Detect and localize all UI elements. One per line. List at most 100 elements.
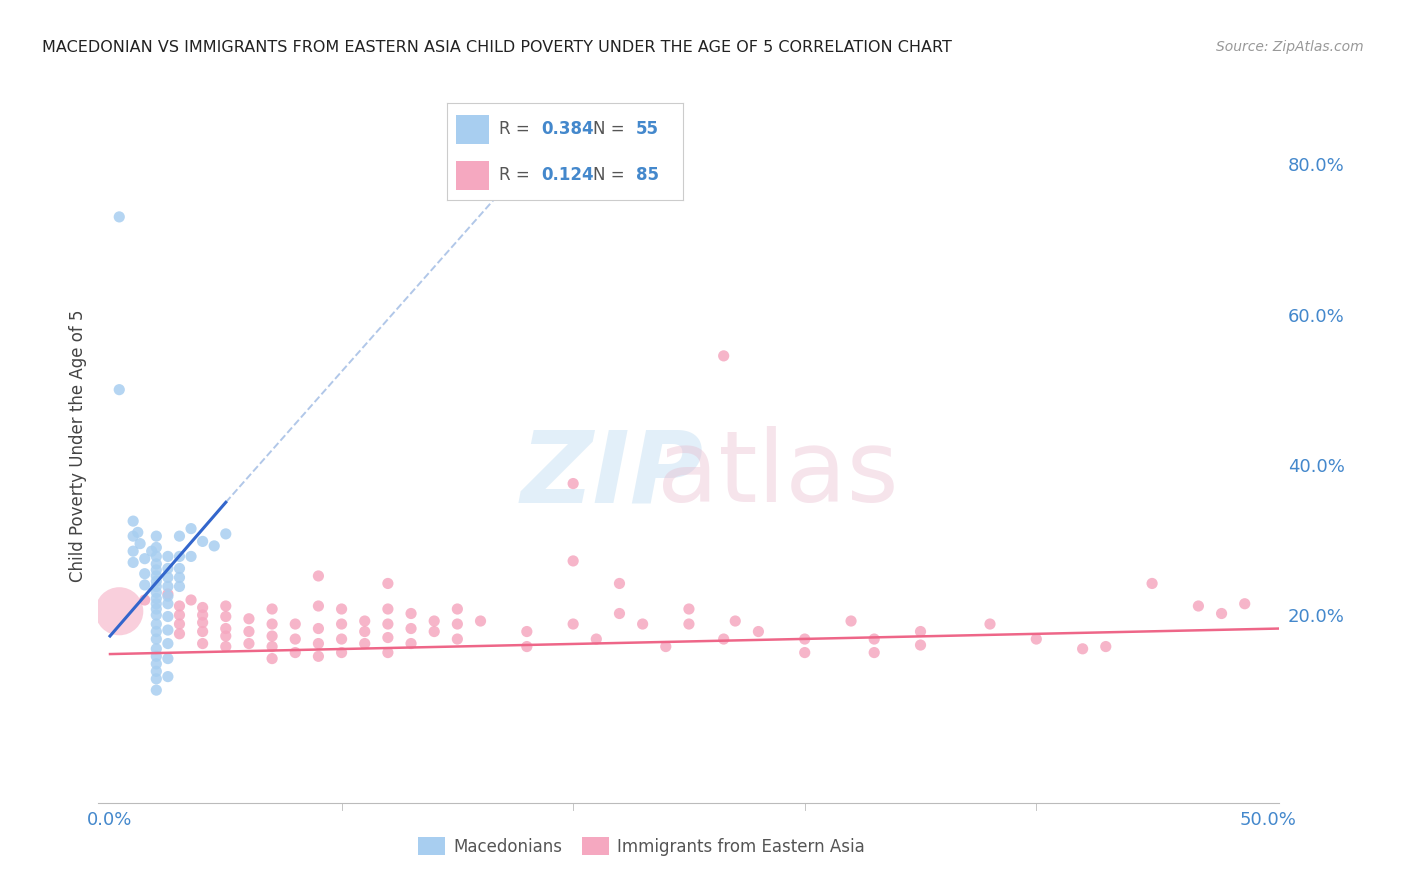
Point (191, 615, 214, 630)
Point (145, 607, 167, 622)
Point (169, 561, 191, 575)
Point (262, 640, 284, 654)
Point (145, 579, 167, 593)
Point (145, 585, 167, 599)
Point (169, 570, 191, 584)
Point (399, 622, 422, 636)
Point (330, 646, 353, 660)
Point (609, 607, 631, 621)
Point (180, 593, 202, 607)
Point (145, 641, 167, 656)
Point (353, 624, 375, 639)
Point (180, 549, 202, 564)
Point (122, 556, 145, 570)
Point (262, 651, 284, 665)
Point (377, 617, 399, 632)
Point (284, 646, 307, 660)
Point (238, 612, 260, 626)
Point (108, 210, 131, 224)
Point (446, 602, 468, 616)
Point (307, 622, 329, 636)
Point (145, 683, 167, 698)
Point (156, 579, 179, 593)
Point (169, 599, 191, 613)
Point (215, 527, 238, 541)
Point (238, 636, 260, 650)
Point (169, 549, 191, 564)
Point (839, 614, 862, 628)
Point (156, 561, 179, 575)
Point (793, 646, 815, 660)
Point (446, 632, 468, 646)
Point (1094, 640, 1116, 654)
Point (724, 614, 747, 628)
Point (713, 349, 735, 363)
Point (127, 525, 149, 540)
Text: Source: ZipAtlas.com: Source: ZipAtlas.com (1216, 40, 1364, 54)
Point (262, 617, 284, 632)
Point (516, 624, 538, 639)
Point (1071, 641, 1094, 656)
Point (1140, 576, 1163, 591)
Point (180, 522, 202, 536)
Point (353, 636, 375, 650)
Point (169, 627, 191, 641)
Point (215, 622, 238, 636)
Point (134, 593, 156, 607)
Point (330, 602, 353, 616)
Point (238, 624, 260, 639)
Point (145, 563, 167, 577)
Point (1211, 607, 1233, 621)
Point (145, 632, 167, 646)
Point (215, 640, 238, 654)
Point (134, 566, 156, 581)
Point (747, 624, 769, 639)
Point (191, 534, 214, 549)
Point (122, 544, 145, 558)
Point (145, 557, 167, 571)
Point (145, 617, 167, 632)
Point (134, 578, 156, 592)
Point (330, 617, 353, 632)
Point (655, 640, 678, 654)
Point (423, 624, 446, 639)
Point (191, 600, 214, 615)
Point (284, 632, 307, 646)
Point (145, 602, 167, 616)
Point (145, 574, 167, 589)
Point (145, 529, 167, 543)
Point (191, 636, 214, 650)
Point (169, 579, 191, 593)
Point (169, 529, 191, 543)
Point (562, 617, 585, 632)
Point (129, 536, 152, 550)
Point (156, 651, 179, 665)
Point (307, 636, 329, 650)
Point (108, 383, 131, 397)
Point (399, 607, 422, 621)
Text: atlas: atlas (657, 426, 898, 523)
Point (609, 576, 631, 591)
Point (979, 617, 1001, 632)
Point (423, 614, 446, 628)
Point (215, 599, 238, 613)
Point (145, 569, 167, 583)
Point (377, 576, 399, 591)
Point (330, 632, 353, 646)
Point (446, 617, 468, 632)
Point (713, 632, 735, 646)
Point (377, 631, 399, 645)
Point (631, 617, 654, 632)
Point (156, 570, 179, 584)
Point (145, 597, 167, 611)
Point (307, 569, 329, 583)
Point (562, 554, 585, 568)
Point (145, 549, 167, 564)
Point (215, 629, 238, 643)
Point (156, 589, 179, 603)
Point (1187, 599, 1209, 613)
Point (910, 624, 932, 639)
Point (169, 607, 191, 622)
Point (156, 670, 179, 684)
Point (156, 597, 179, 611)
